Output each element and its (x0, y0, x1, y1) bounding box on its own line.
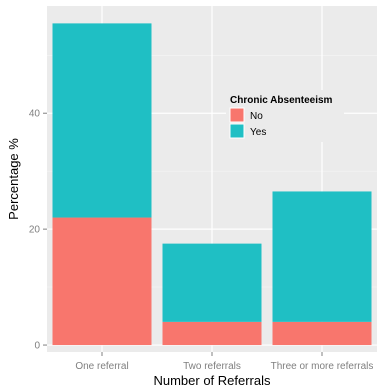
legend-key-no (229, 107, 245, 123)
legend-label-no: No (250, 111, 263, 122)
bar-yes-1 (52, 23, 152, 218)
legend-background (226, 90, 344, 142)
bar-no-3 (272, 321, 372, 346)
y-axis-title: Percentage % (6, 138, 21, 220)
y-tick-label: 20 (29, 225, 41, 236)
legend-title: Chronic Absenteeism (230, 95, 333, 106)
bar-yes-2 (162, 243, 262, 322)
legend-key-yes (229, 123, 245, 139)
bar-no-2 (162, 321, 262, 346)
axes: 0 20 40 One referral Two referrals Three or m… (29, 109, 374, 372)
x-tick-label: Three or more referrals (271, 361, 374, 372)
y-tick-label: 0 (34, 341, 40, 352)
legend: Chronic Absenteeism No Yes (226, 90, 344, 142)
bar-no-1 (52, 217, 152, 346)
legend-label-yes: Yes (250, 127, 266, 138)
x-axis-title: Number of Referrals (153, 373, 271, 388)
y-tick-label: 40 (29, 109, 41, 120)
bars (52, 23, 372, 346)
x-tick-label: Two referrals (183, 361, 241, 372)
bar-yes-3 (272, 191, 372, 322)
x-tick-label: One referral (75, 361, 128, 372)
